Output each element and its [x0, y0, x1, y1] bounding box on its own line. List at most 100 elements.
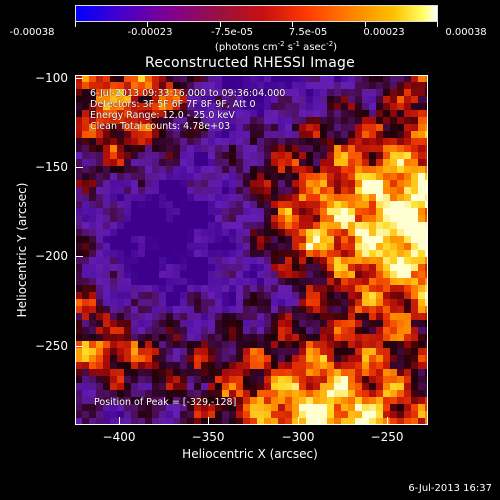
heatmap-cell — [229, 383, 236, 390]
heatmap-cell — [215, 243, 222, 250]
heatmap-cell — [208, 292, 215, 299]
heatmap-cell — [313, 124, 320, 131]
heatmap-cell — [103, 82, 110, 89]
heatmap-cell — [404, 194, 411, 201]
heatmap-cell — [89, 299, 96, 306]
y-axis-label: Heliocentric Y (arcsec) — [15, 182, 29, 318]
heatmap-cell — [250, 222, 257, 229]
heatmap-cell — [222, 187, 229, 194]
heatmap-cell — [299, 327, 306, 334]
heatmap-cell — [390, 229, 397, 236]
heatmap-cell — [257, 222, 264, 229]
heatmap-cell — [117, 369, 124, 376]
heatmap-cell — [362, 376, 369, 383]
heatmap-cell — [103, 117, 110, 124]
heatmap-cell — [383, 229, 390, 236]
heatmap-cell — [418, 250, 425, 257]
heatmap-cell — [355, 264, 362, 271]
heatmap-cell — [201, 334, 208, 341]
heatmap-cell — [313, 411, 320, 418]
heatmap-cell — [103, 159, 110, 166]
heatmap-cell — [187, 110, 194, 117]
heatmap-cell — [152, 89, 159, 96]
heatmap-cell — [341, 89, 348, 96]
heatmap-cell — [418, 124, 425, 131]
heatmap-cell — [208, 236, 215, 243]
heatmap-cell — [187, 264, 194, 271]
heatmap-cell — [418, 138, 425, 145]
heatmap-cell — [187, 327, 194, 334]
heatmap-cell — [152, 397, 159, 404]
heatmap-cell — [159, 89, 166, 96]
heatmap-cell — [138, 341, 145, 348]
heatmap-cell — [103, 369, 110, 376]
heatmap-cell — [397, 194, 404, 201]
heatmap-cell — [334, 187, 341, 194]
heatmap-cell — [201, 376, 208, 383]
heatmap-cell — [383, 152, 390, 159]
heatmap-cell — [418, 152, 425, 159]
heatmap-cell — [299, 194, 306, 201]
heatmap-cell — [173, 180, 180, 187]
heatmap-cell — [250, 159, 257, 166]
heatmap-cell — [264, 194, 271, 201]
heatmap-cell — [82, 173, 89, 180]
heatmap-cell — [390, 285, 397, 292]
heatmap-cell — [320, 327, 327, 334]
heatmap-cell — [250, 187, 257, 194]
heatmap-cell — [173, 292, 180, 299]
heatmap-cell — [257, 215, 264, 222]
heatmap-cell — [173, 355, 180, 362]
heatmap-cell — [327, 110, 334, 117]
heatmap-cell — [194, 418, 201, 425]
heatmap-cell — [131, 145, 138, 152]
heatmap-cell — [355, 341, 362, 348]
heatmap-cell — [418, 341, 425, 348]
heatmap-cell — [299, 313, 306, 320]
heatmap-cell — [404, 264, 411, 271]
heatmap-cell — [320, 320, 327, 327]
heatmap-cell — [299, 103, 306, 110]
heatmap-cell — [278, 145, 285, 152]
heatmap-cell — [131, 215, 138, 222]
heatmap-cell — [264, 334, 271, 341]
heatmap-cell — [376, 124, 383, 131]
heatmap-cell — [166, 208, 173, 215]
heatmap-cell — [299, 138, 306, 145]
heatmap-cell — [138, 201, 145, 208]
heatmap-cell — [145, 89, 152, 96]
image-plot-area[interactable]: 6-Jul-2013 09:33:16.000 to 09:36:04.000 … — [75, 75, 428, 425]
heatmap-cell — [264, 411, 271, 418]
heatmap-cell — [418, 411, 425, 418]
heatmap-cell — [390, 341, 397, 348]
heatmap-cell — [236, 75, 243, 82]
heatmap-cell — [411, 411, 418, 418]
heatmap-cell — [327, 250, 334, 257]
heatmap-cell — [320, 180, 327, 187]
heatmap-cell — [418, 194, 425, 201]
heatmap-cell — [264, 243, 271, 250]
heatmap-cell — [362, 271, 369, 278]
heatmap-cell — [131, 124, 138, 131]
heatmap-cell — [299, 250, 306, 257]
heatmap-cell — [285, 110, 292, 117]
heatmap-cell — [89, 82, 96, 89]
heatmap-cell — [236, 103, 243, 110]
heatmap-cell — [397, 355, 404, 362]
heatmap-cell — [348, 348, 355, 355]
heatmap-cell — [390, 362, 397, 369]
heatmap-cell — [320, 369, 327, 376]
heatmap-cell — [355, 173, 362, 180]
heatmap-cell — [82, 278, 89, 285]
heatmap-cell — [180, 320, 187, 327]
heatmap-cell — [103, 89, 110, 96]
heatmap-cell — [131, 257, 138, 264]
heatmap-cell — [264, 103, 271, 110]
heatmap-cell — [180, 159, 187, 166]
heatmap-cell — [313, 145, 320, 152]
heatmap-cell — [411, 278, 418, 285]
heatmap-cell — [138, 138, 145, 145]
heatmap-cell — [159, 285, 166, 292]
heatmap-cell — [341, 152, 348, 159]
x-tick — [387, 417, 388, 425]
